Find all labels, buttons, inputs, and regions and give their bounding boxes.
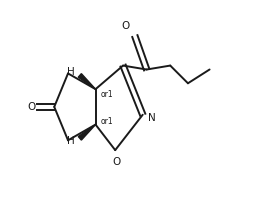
Text: or1: or1 [101,117,113,126]
Text: O: O [122,21,130,31]
Text: O: O [27,102,36,112]
Polygon shape [78,125,96,140]
Text: O: O [112,157,120,167]
Polygon shape [78,74,96,89]
Text: N: N [148,113,155,123]
Text: H: H [67,68,75,77]
Text: or1: or1 [101,89,113,99]
Text: H: H [67,136,75,146]
